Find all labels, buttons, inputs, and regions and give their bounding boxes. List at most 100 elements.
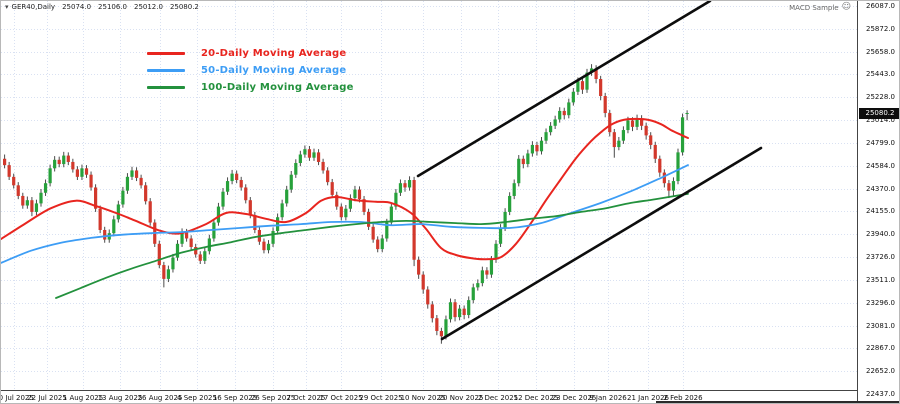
price-axis-label: 25014.0 [866, 116, 895, 125]
bear-candle [485, 270, 489, 275]
bull-candle [62, 155, 66, 165]
bull-candle [303, 149, 307, 155]
ma-legend: 20-Daily Moving Average 50-Daily Moving … [147, 45, 354, 96]
price-axis-label: 22867.0 [866, 344, 895, 353]
bear-candle [644, 125, 648, 136]
trendline-channel-lower[interactable] [440, 146, 763, 341]
bull-candle [576, 81, 580, 92]
time-axis-label: 26 Sep 2025 [250, 394, 296, 402]
bear-candle [662, 172, 666, 184]
bear-candle [608, 113, 612, 133]
ma100-line [55, 192, 689, 299]
bear-candle [71, 161, 75, 170]
bull-candle [344, 208, 348, 218]
bear-candle [7, 165, 11, 177]
price-axis[interactable]: 25080.2 26087.0 25872.0 25658.0 25443.0 2522… [857, 1, 899, 403]
ma20-label: 20-Daily Moving Average [201, 48, 347, 59]
price-axis-label: 24155.0 [866, 207, 895, 216]
bear-candle [30, 200, 34, 212]
bull-candle [498, 227, 503, 244]
bull-candle [444, 319, 448, 337]
bull-candle [494, 243, 498, 260]
trendline-channel-upper[interactable] [416, 1, 712, 178]
legend-item-ma100: 100-Daily Moving Average [147, 79, 354, 96]
bear-candle [21, 195, 25, 206]
price-chart[interactable] [1, 1, 857, 390]
bull-candle [48, 168, 52, 184]
bear-candle [84, 168, 89, 175]
bull-candle [221, 191, 225, 207]
bull-candle [526, 153, 530, 165]
bull-candle [285, 189, 289, 204]
candlestick-plot[interactable] [1, 1, 857, 390]
bull-candle [471, 287, 475, 301]
bear-candle [3, 158, 7, 166]
price-axis-label: 22652.0 [866, 367, 895, 376]
bull-candle [558, 110, 562, 120]
bull-candle [130, 170, 134, 177]
time-axis-label: 7 Oct 2025 [286, 394, 326, 402]
bear-candle [357, 189, 362, 200]
bear-candle [194, 246, 198, 255]
bear-candle [421, 274, 425, 290]
bull-candle [353, 189, 357, 199]
bear-candle [612, 132, 616, 148]
bull-candle [398, 183, 403, 193]
time-axis-label: 21 Jan 2026 [627, 394, 669, 402]
bull-candle [489, 259, 494, 275]
time-axis-label: 23 Dec 2025 [551, 394, 597, 402]
bear-candle [148, 201, 152, 223]
bull-candle [380, 238, 384, 250]
bear-candle [239, 180, 243, 188]
grid [1, 1, 857, 390]
bull-candle [348, 198, 352, 209]
bull-candle [385, 222, 389, 239]
time-axis-label: 26 Aug 2025 [137, 394, 183, 402]
bear-candle [658, 158, 662, 173]
bear-candle [412, 180, 416, 260]
bull-candle [512, 183, 516, 196]
bull-candle [280, 203, 284, 218]
bull-candle [180, 232, 184, 244]
time-axis-label: 20 Nov 2025 [438, 394, 484, 402]
time-axis-label: 22 Jul 2025 [27, 394, 67, 402]
bull-candle [585, 72, 589, 90]
legend-item-ma50: 50-Daily Moving Average [147, 62, 354, 79]
bear-candle [134, 170, 139, 178]
bear-candle [430, 304, 434, 319]
bull-candle [203, 251, 207, 261]
bear-candle [330, 182, 334, 195]
bear-candle [185, 232, 189, 239]
bull-candle [503, 211, 507, 228]
ma50-swatch [147, 69, 185, 72]
time-axis-label: 1 Aug 2025 [62, 394, 104, 402]
bear-candle [16, 185, 20, 196]
bull-candle [544, 132, 548, 141]
price-axis-label: 22437.0 [866, 390, 895, 398]
bear-candle [640, 118, 644, 126]
price-axis-label: 24799.0 [866, 138, 895, 147]
close-value: 25080.2 [169, 3, 199, 11]
expert-smiley-icon[interactable]: ☺ [841, 2, 851, 12]
bull-candle [530, 144, 534, 154]
bull-candle [626, 120, 630, 131]
bear-candle [144, 185, 148, 202]
bull-candle [394, 192, 398, 207]
bear-candle [599, 79, 603, 97]
expert-advisor-label: MACD Sample ☺ [789, 3, 851, 12]
bull-candle [39, 192, 43, 204]
bull-candle [553, 119, 557, 126]
price-axis-label: 25228.0 [866, 93, 895, 102]
bear-candle [248, 200, 252, 216]
bear-candle [262, 241, 266, 251]
bear-candle [339, 206, 343, 218]
time-axis-label: 16 Sep 2025 [212, 394, 258, 402]
bull-candle [571, 91, 575, 103]
time-axis-label: 17 Oct 2025 [319, 394, 363, 402]
bull-candle [517, 158, 521, 184]
chart-menu-icon[interactable]: ▾ [5, 2, 9, 11]
bull-candle [116, 204, 120, 220]
bull-candle [25, 200, 29, 206]
current-price-badge: 25080.2 [859, 107, 899, 119]
